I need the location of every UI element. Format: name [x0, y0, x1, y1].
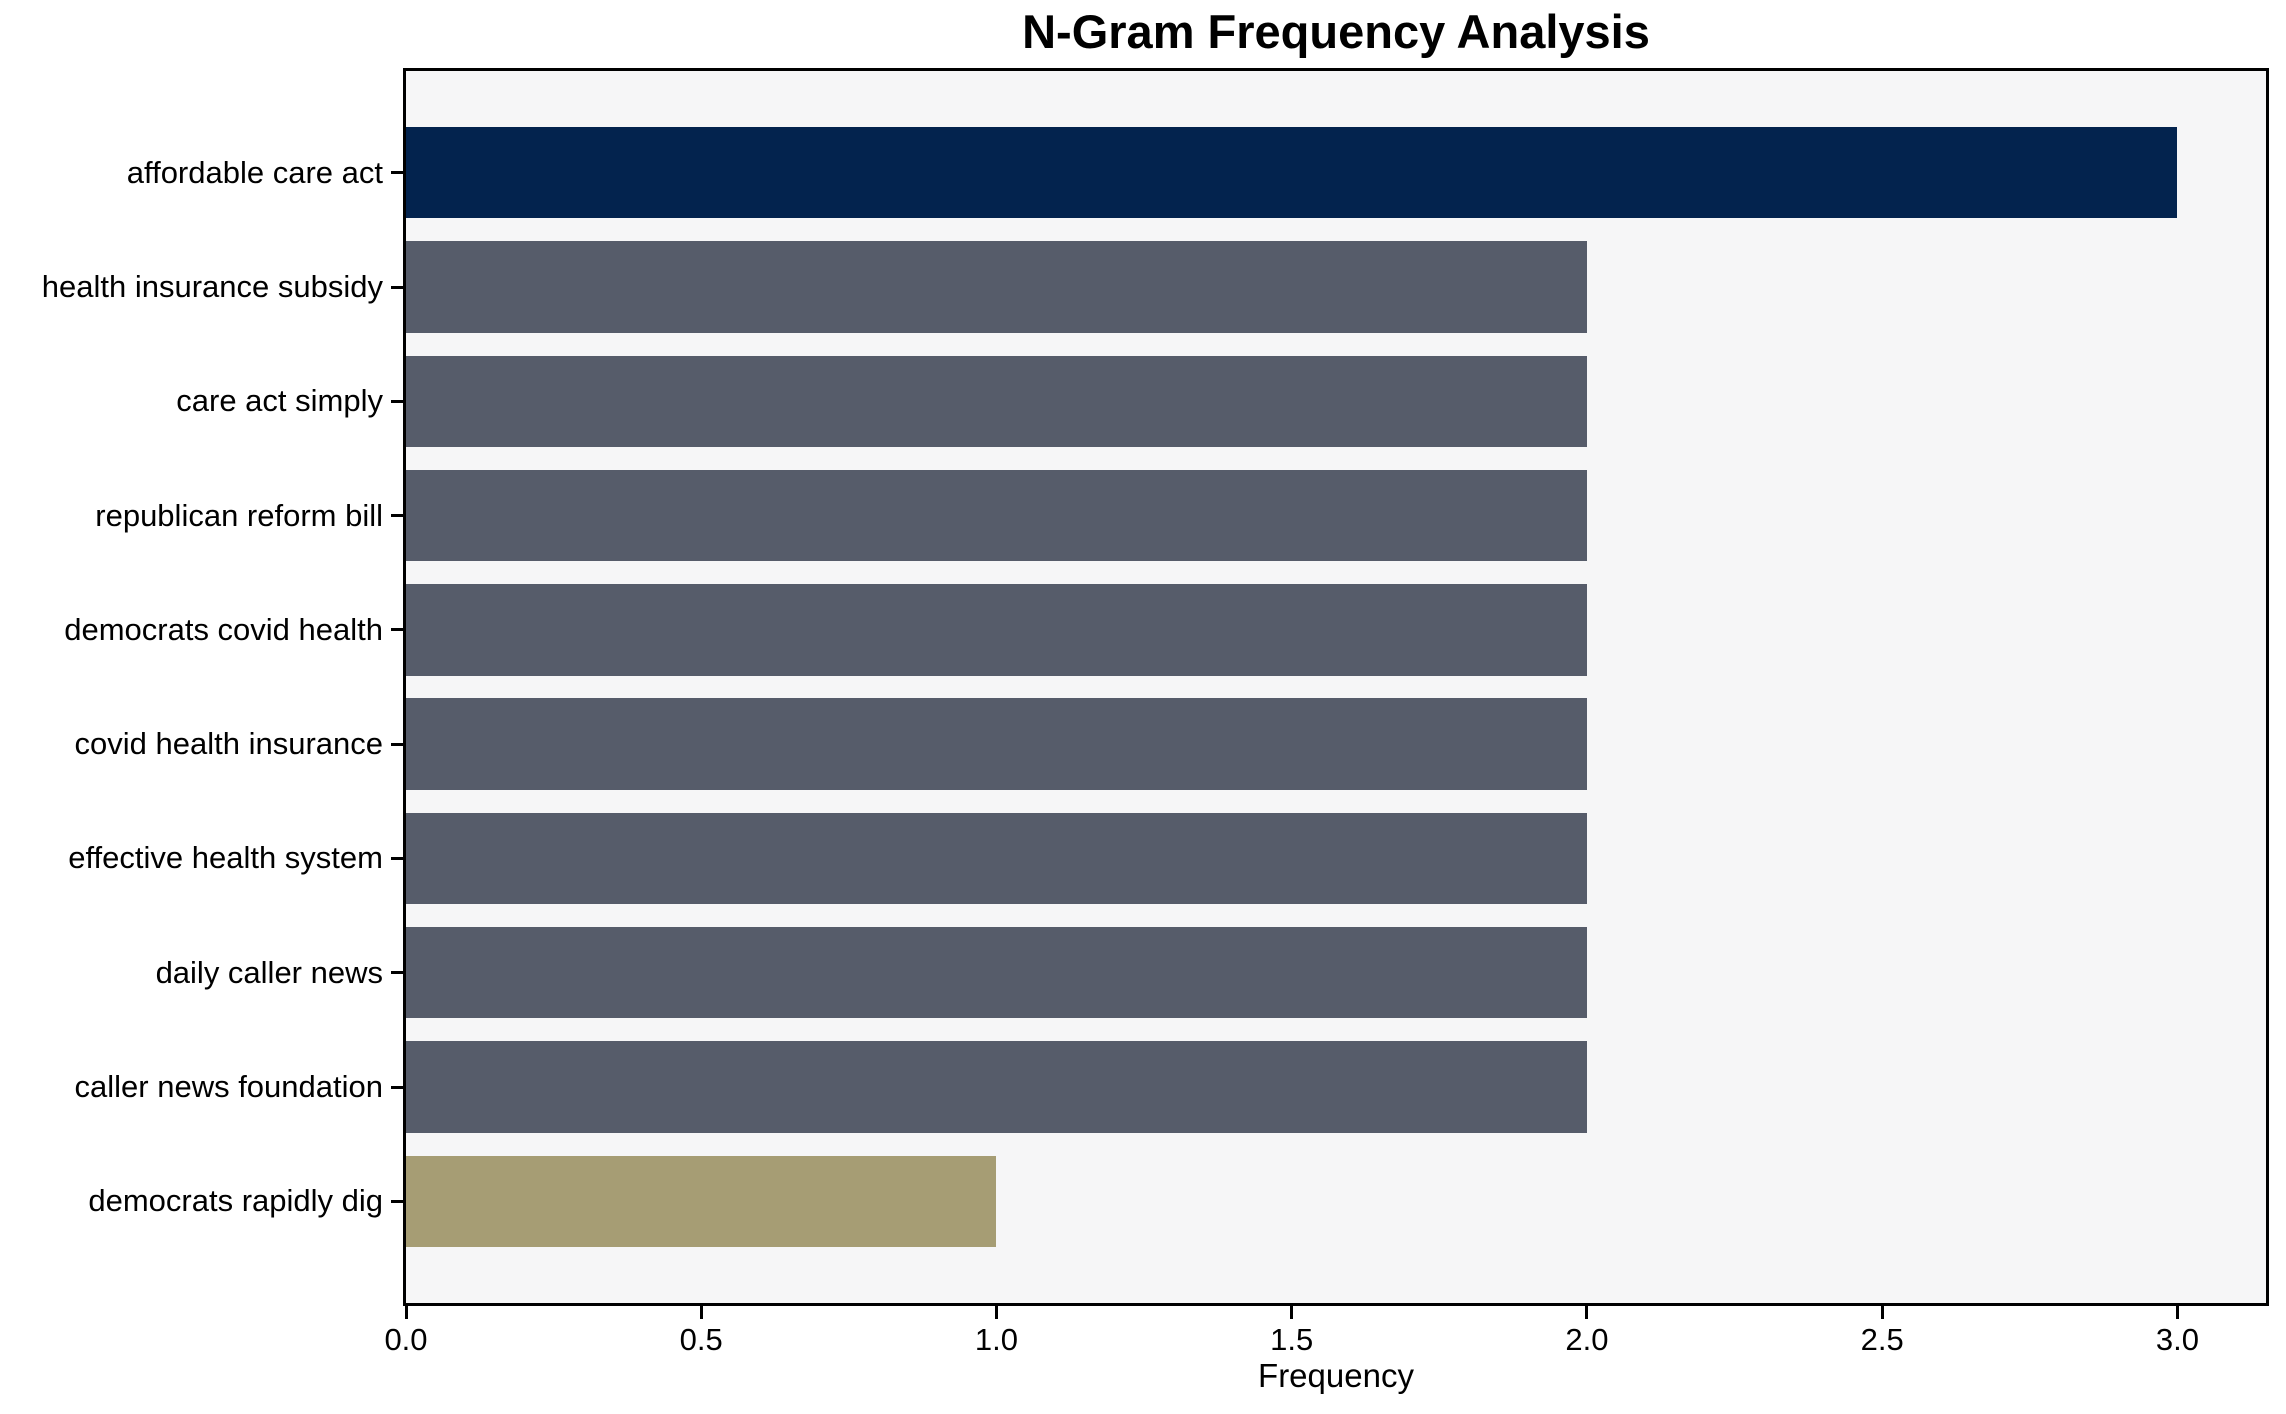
chart-title: N-Gram Frequency Analysis: [1022, 5, 1650, 58]
y-tick-label: affordable care act: [126, 154, 383, 190]
x-tick-label: 0.0: [384, 1322, 428, 1357]
y-tick: [391, 1199, 403, 1203]
y-tick: [391, 742, 403, 746]
bar: [406, 927, 1587, 1019]
x-tick-label: 1.0: [974, 1322, 1019, 1357]
x-tick: [699, 1306, 703, 1319]
y-tick: [391, 285, 403, 289]
y-tick: [391, 856, 403, 860]
bar: [406, 812, 1587, 905]
y-tick-label: care act simply: [176, 383, 383, 419]
bar: [406, 1041, 1587, 1133]
x-tick: [1880, 1306, 1884, 1319]
bar: [406, 584, 1587, 676]
x-tick: [404, 1306, 408, 1319]
bar: [406, 469, 1587, 562]
bar: [406, 1155, 997, 1247]
y-tick-label: health insurance subsidy: [41, 269, 383, 304]
y-tick-label: effective health system: [68, 840, 383, 876]
x-tick: [994, 1306, 998, 1319]
x-tick-label: 1.5: [1270, 1322, 1314, 1357]
x-tick-label: 3.0: [2155, 1322, 2199, 1357]
y-tick-label: democrats rapidly dig: [88, 1183, 383, 1219]
y-tick: [391, 628, 403, 632]
y-tick-label: daily caller news: [155, 954, 383, 990]
x-tick: [1585, 1306, 1589, 1319]
y-tick-label: republican reform bill: [95, 497, 383, 533]
y-tick-label: caller news foundation: [74, 1069, 383, 1104]
bar: [406, 127, 2178, 219]
y-tick: [391, 1085, 403, 1089]
x-axis-label: Frequency: [1258, 1357, 1414, 1394]
y-tick: [391, 399, 403, 403]
x-tick-label: 2.5: [1860, 1322, 1904, 1357]
y-tick: [391, 171, 403, 175]
y-tick: [391, 514, 403, 518]
bar: [406, 698, 1587, 790]
x-tick: [2175, 1306, 2179, 1319]
y-tick: [391, 971, 403, 975]
x-tick: [1290, 1306, 1294, 1319]
y-tick-label: covid health insurance: [74, 726, 383, 762]
x-tick-label: 2.0: [1565, 1322, 1609, 1357]
bar: [406, 241, 1587, 333]
x-tick-label: 0.5: [679, 1322, 723, 1357]
bar: [406, 355, 1587, 447]
y-tick-label: democrats covid health: [64, 611, 383, 647]
